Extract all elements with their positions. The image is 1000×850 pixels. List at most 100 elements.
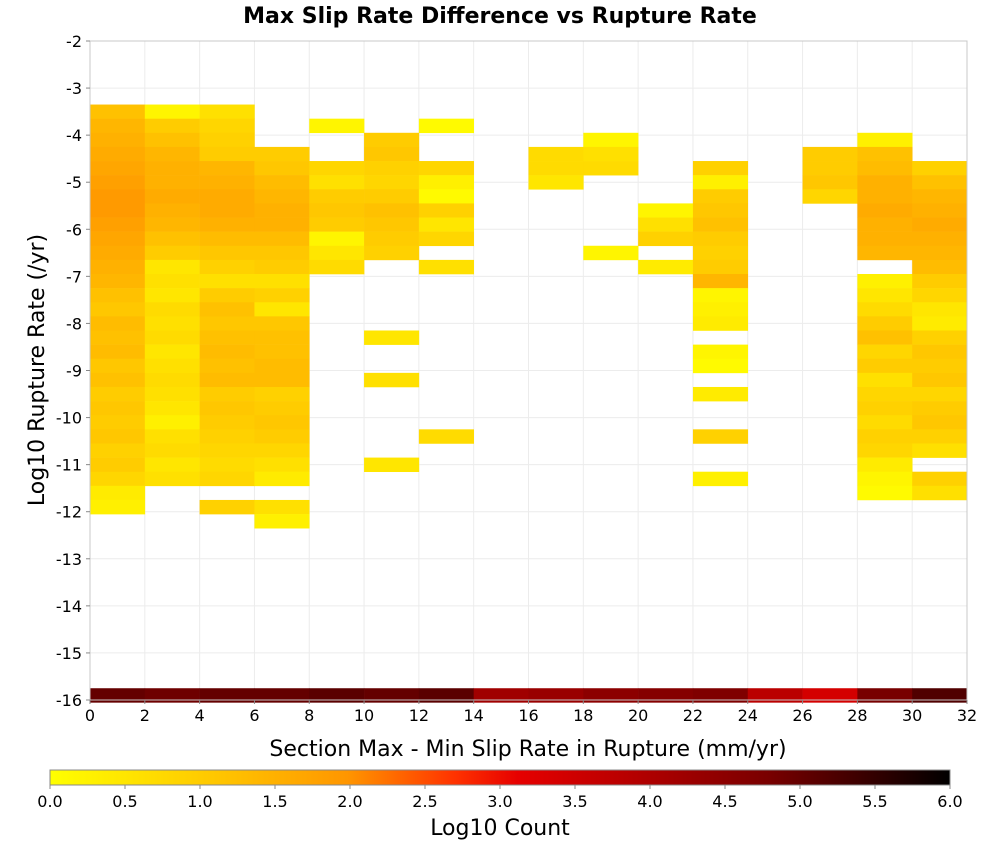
heatmap-cell [90,217,146,232]
heatmap-cell [254,429,310,444]
heatmap-cell [912,330,968,345]
x-tick-label: 12 [409,706,429,725]
heatmap-cell [144,372,200,388]
heatmap-cell [857,471,913,487]
heatmap-cell [199,457,255,473]
heatmap-cell [364,231,420,247]
colorbar-tick-label: 0.5 [112,792,137,811]
heatmap-cell [254,146,310,162]
x-tick-label: 30 [902,706,922,725]
y-tick-label: -3 [66,79,82,98]
heatmap-cell [90,401,146,416]
colorbar-tick-label: 2.0 [337,792,362,811]
y-tick-label: -15 [56,644,82,663]
heatmap-cell [199,189,255,204]
colorbar-label: Log10 Count [430,816,570,841]
heatmap-cell [364,245,420,261]
heatmap-cell [144,688,200,703]
heatmap-cell [254,443,310,458]
heatmap-cell [912,471,968,487]
heatmap-cell [802,189,858,204]
heatmap-cell [857,203,913,218]
heatmap-cell [199,161,255,176]
heatmap-cell [364,161,420,176]
heatmap-cell [90,344,146,360]
heatmap-cell [254,161,310,176]
heatmap-cell [418,189,474,204]
heatmap-cell [254,372,310,388]
heatmap-cell [912,245,968,261]
heatmap-cell [364,175,420,190]
heatmap-cell [199,415,255,430]
heatmap-cell [254,415,310,430]
heatmap-cell [912,316,968,331]
x-tick-label: 2 [140,706,150,725]
heatmap-cell [802,175,858,190]
colorbar-tick-label: 5.0 [787,792,812,811]
heatmap-cell [309,175,365,190]
heatmap-cell [309,189,365,204]
x-tick-label: 6 [249,706,259,725]
heatmap-cell [692,688,749,703]
heatmap-cell [364,217,420,232]
heatmap-cell [144,358,200,374]
heatmap-cell [144,429,200,444]
heatmap-cell [857,288,913,303]
heatmap-cell [90,302,146,317]
heatmap-cell [583,132,639,148]
heatmap-cell [199,499,255,515]
heatmap-cell [692,175,749,190]
x-tick-label: 4 [195,706,205,725]
heatmap-cell [912,189,968,204]
heatmap-cell [583,146,639,162]
heatmap-cell [583,688,639,703]
heatmap-cell [528,146,584,162]
heatmap-cell [857,316,913,331]
heatmap-cell [254,344,310,360]
heatmap-cell [857,161,913,176]
heatmap-cell [418,217,474,232]
heatmap-cell [199,104,255,119]
heatmap-cell [144,245,200,261]
heatmap-cell [90,118,146,134]
heatmap-cell [857,330,913,345]
heatmap-cell [144,189,200,204]
y-axis-label: Log10 Rupture Rate (/yr) [25,234,50,506]
heatmap-cell [254,217,310,232]
heatmap-cell [692,429,749,444]
heatmap-cell [638,203,694,218]
heatmap-cell [254,189,310,204]
heatmap-cell [912,443,968,458]
heatmap-cell [144,104,200,119]
heatmap-cell [144,118,200,134]
heatmap-cell [418,175,474,190]
heatmap-cell [857,245,913,261]
heatmap-cell [364,203,420,218]
heatmap-cell [144,288,200,303]
heatmap-cell [638,688,694,703]
heatmap-cell [144,471,200,487]
colorbar-tick-label: 3.0 [487,792,512,811]
heatmap-cell [692,274,749,289]
heatmap-cell [857,401,913,416]
heatmap-cell [912,386,968,402]
heatmap-cell [912,288,968,303]
heatmap-cell [309,688,365,703]
heatmap-cell [144,217,200,232]
heatmap-cell [199,688,255,703]
heatmap-cell [199,330,255,345]
heatmap-cell [857,231,913,247]
heatmap-cell [418,161,474,176]
heatmap-cell [144,161,200,176]
y-tick-label: -14 [56,597,82,616]
heatmap-cell [912,344,968,360]
heatmap-cell [90,358,146,374]
heatmap-cell [199,245,255,261]
heatmap-cell [802,146,858,162]
heatmap-cell [583,245,639,261]
heatmap-cell [364,330,420,345]
heatmap-cell [90,688,146,703]
heatmap-cell [144,386,200,402]
colorbar-tick-label: 3.5 [562,792,587,811]
heatmap-cell [857,358,913,374]
